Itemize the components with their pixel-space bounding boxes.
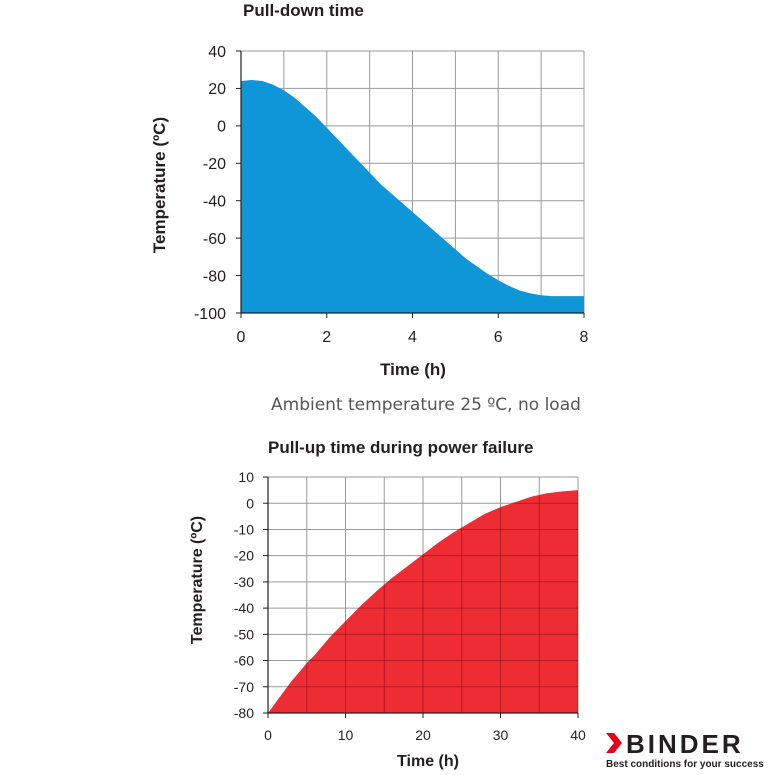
y-tick-label: -50 <box>234 626 254 642</box>
x-tick-label: 40 <box>570 727 586 743</box>
y-tick-label: 0 <box>246 495 254 511</box>
x-tick-label: 10 <box>338 727 354 743</box>
y-tick-label: -30 <box>234 574 254 590</box>
y-axis-label: Temperature (ºC) <box>150 117 169 253</box>
y-tick-label: -40 <box>234 600 254 616</box>
x-axis-label: Time (h) <box>397 753 459 770</box>
y-tick-label: -60 <box>203 231 226 248</box>
x-tick-label: 6 <box>494 329 503 346</box>
y-tick-label: -10 <box>234 521 254 537</box>
series-area <box>268 490 578 713</box>
chart-caption: Ambient temperature 25 ºC, no load <box>271 395 581 415</box>
y-tick-label: -40 <box>203 193 226 210</box>
y-tick-label: -80 <box>203 268 226 285</box>
y-tick-label: -60 <box>234 653 254 669</box>
brand-tagline: Best conditions for your success <box>606 759 764 770</box>
y-tick-label: -80 <box>234 705 254 721</box>
logo-arrow-icon <box>606 733 622 753</box>
brand-name: BINDER <box>626 729 744 759</box>
chart-title-pull-down: Pull-down time <box>243 1 364 20</box>
x-tick-label: 30 <box>493 727 509 743</box>
ticks: 0 2 4 6 8 40 20 0 -20 -40 -60 -80 -100 <box>194 44 589 346</box>
x-tick-label: 20 <box>415 727 431 743</box>
ticks: 0 10 20 30 40 10 0 -10 -20 -30 -40 -50 -60 -70 -80 <box>234 469 586 743</box>
chart-pull-down-time: 0 2 4 6 8 40 20 0 -20 -40 -60 -80 -100 Time (h) Temp… <box>150 44 589 379</box>
y-tick-label: -70 <box>234 679 254 695</box>
x-tick-label: 0 <box>264 727 272 743</box>
y-axis-label: Temperature (ºC) <box>189 516 206 644</box>
chart-title-pull-up: Pull-up time during power failure <box>268 438 534 457</box>
y-tick-label: 10 <box>238 469 254 485</box>
x-tick-label: 4 <box>408 329 417 346</box>
x-tick-label: 0 <box>237 329 246 346</box>
y-tick-label: -100 <box>194 306 226 323</box>
y-tick-label: 40 <box>208 44 226 61</box>
y-tick-label: -20 <box>203 156 226 173</box>
x-axis-label: Time (h) <box>380 360 446 379</box>
y-tick-label: -20 <box>234 548 254 564</box>
series-area <box>241 80 584 313</box>
y-tick-label: 20 <box>208 81 226 98</box>
x-tick-label: 8 <box>580 329 589 346</box>
binder-logo: BINDER Best conditions for your success <box>604 729 770 771</box>
y-tick-label: 0 <box>217 119 226 136</box>
x-tick-label: 2 <box>322 329 331 346</box>
